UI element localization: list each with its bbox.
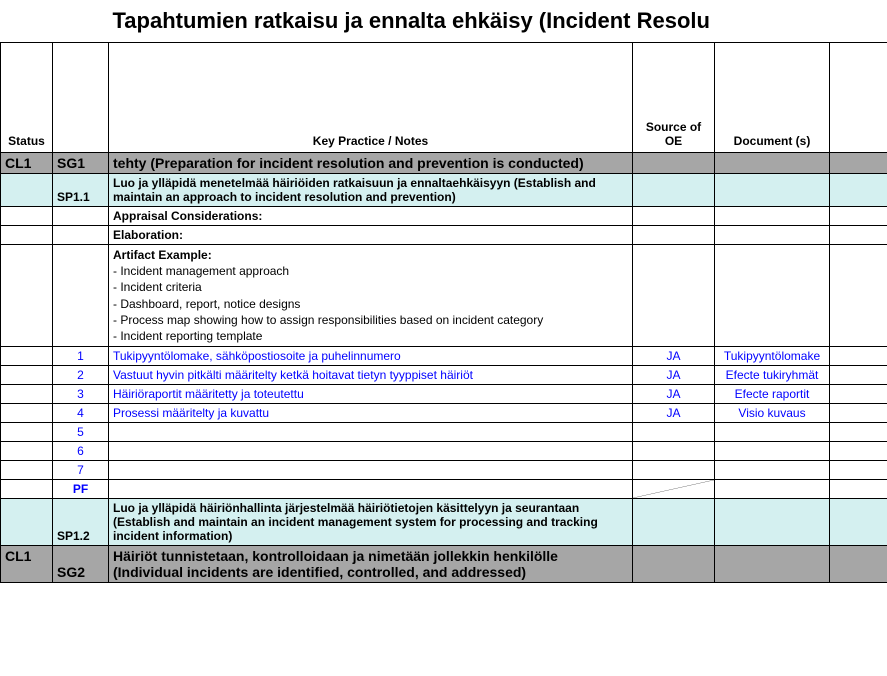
pf-label[interactable]: PF bbox=[53, 480, 109, 499]
spreadsheet-table: Tapahtumien ratkaisu ja ennalta ehkäisy … bbox=[0, 0, 887, 583]
sg1-notes[interactable]: tehty (Preparation for incident resoluti… bbox=[109, 153, 633, 174]
sg2-row[interactable]: CL1 SG2 Häiriöt tunnistetaan, kontrolloi… bbox=[1, 546, 887, 583]
sg1-row[interactable]: CL1 SG1 tehty (Preparation for incident … bbox=[1, 153, 887, 174]
sp11-goal[interactable]: SP1.1 bbox=[53, 174, 109, 207]
diagonal-icon bbox=[633, 480, 714, 498]
item-row[interactable]: 6 bbox=[1, 442, 887, 461]
sp11-notes[interactable]: Luo ja ylläpidä menetelmää häiriöiden ra… bbox=[109, 174, 633, 207]
sg1-doc[interactable] bbox=[715, 153, 830, 174]
sg1-src[interactable] bbox=[633, 153, 715, 174]
artifact-item: - Dashboard, report, notice designs bbox=[113, 297, 300, 311]
item-number[interactable]: 1 bbox=[53, 347, 109, 366]
item-src[interactable] bbox=[633, 442, 715, 461]
header-doc: Document (s) bbox=[715, 43, 830, 153]
sp11-doc[interactable] bbox=[715, 174, 830, 207]
sg1-empty[interactable] bbox=[830, 153, 887, 174]
item-note[interactable]: Vastuut hyvin pitkälti määritelty ketkä … bbox=[109, 366, 633, 385]
item-doc[interactable] bbox=[715, 461, 830, 480]
item-doc[interactable] bbox=[715, 423, 830, 442]
header-row: Status Key Practice / Notes Source of OE… bbox=[1, 43, 887, 153]
header-empty bbox=[830, 43, 887, 153]
artifact-cell[interactable]: Artifact Example: - Incident management … bbox=[109, 245, 633, 347]
item-src[interactable]: JA bbox=[633, 347, 715, 366]
sg1-status[interactable]: CL1 bbox=[1, 153, 53, 174]
item-row[interactable]: 7 bbox=[1, 461, 887, 480]
item-row[interactable]: 5 bbox=[1, 423, 887, 442]
artifact-row[interactable]: Artifact Example: - Incident management … bbox=[1, 245, 887, 347]
item-src[interactable] bbox=[633, 423, 715, 442]
title-row: Tapahtumien ratkaisu ja ennalta ehkäisy … bbox=[1, 0, 887, 43]
appraisal-cell[interactable]: Appraisal Considerations: bbox=[109, 207, 633, 226]
header-notes: Key Practice / Notes bbox=[109, 43, 633, 153]
artifact-item: - Process map showing how to assign resp… bbox=[113, 313, 543, 327]
header-status: Status bbox=[1, 43, 53, 153]
item-note[interactable] bbox=[109, 461, 633, 480]
item-doc[interactable] bbox=[715, 442, 830, 461]
item-note[interactable] bbox=[109, 423, 633, 442]
item-number[interactable]: 2 bbox=[53, 366, 109, 385]
sp11-status[interactable] bbox=[1, 174, 53, 207]
sp12-notes[interactable]: Luo ja ylläpidä häiriönhallinta järjeste… bbox=[109, 499, 633, 546]
item-number[interactable]: 5 bbox=[53, 423, 109, 442]
sp12-status[interactable] bbox=[1, 499, 53, 546]
item-src[interactable] bbox=[633, 461, 715, 480]
header-source: Source of OE bbox=[633, 43, 715, 153]
item-note[interactable]: Häiriöraportit määritetty ja toteutettu bbox=[109, 385, 633, 404]
artifact-item: - Incident management approach bbox=[113, 264, 289, 278]
sp12-goal[interactable]: SP1.2 bbox=[53, 499, 109, 546]
item-row[interactable]: 2 Vastuut hyvin pitkälti määritelty ketk… bbox=[1, 366, 887, 385]
item-src[interactable]: JA bbox=[633, 366, 715, 385]
artifact-title: Artifact Example: bbox=[113, 248, 212, 262]
sp11-row[interactable]: SP1.1 Luo ja ylläpidä menetelmää häiriöi… bbox=[1, 174, 887, 207]
item-doc[interactable]: Tukipyyntölomake bbox=[715, 347, 830, 366]
elaboration-cell[interactable]: Elaboration: bbox=[109, 226, 633, 245]
pf-diag-cell[interactable] bbox=[633, 480, 715, 499]
page-title: Tapahtumien ratkaisu ja ennalta ehkäisy … bbox=[109, 0, 887, 43]
item-src[interactable]: JA bbox=[633, 385, 715, 404]
item-number[interactable]: 6 bbox=[53, 442, 109, 461]
item-doc[interactable]: Efecte raportit bbox=[715, 385, 830, 404]
item-row[interactable]: 4 Prosessi määritelty ja kuvattu JA Visi… bbox=[1, 404, 887, 423]
sg2-goal[interactable]: SG2 bbox=[53, 546, 109, 583]
elaboration-row[interactable]: Elaboration: bbox=[1, 226, 887, 245]
appraisal-row[interactable]: Appraisal Considerations: bbox=[1, 207, 887, 226]
sp11-src[interactable] bbox=[633, 174, 715, 207]
item-row[interactable]: 3 Häiriöraportit määritetty ja toteutett… bbox=[1, 385, 887, 404]
item-doc[interactable]: Visio kuvaus bbox=[715, 404, 830, 423]
artifact-item: - Incident reporting template bbox=[113, 329, 262, 343]
item-row[interactable]: 1 Tukipyyntölomake, sähköpostiosoite ja … bbox=[1, 347, 887, 366]
item-number[interactable]: 7 bbox=[53, 461, 109, 480]
item-note[interactable] bbox=[109, 442, 633, 461]
item-src[interactable]: JA bbox=[633, 404, 715, 423]
sp11-empty[interactable] bbox=[830, 174, 887, 207]
pf-row[interactable]: PF bbox=[1, 480, 887, 499]
item-number[interactable]: 4 bbox=[53, 404, 109, 423]
item-doc[interactable]: Efecte tukiryhmät bbox=[715, 366, 830, 385]
item-note[interactable]: Tukipyyntölomake, sähköpostiosoite ja pu… bbox=[109, 347, 633, 366]
sg2-notes[interactable]: Häiriöt tunnistetaan, kontrolloidaan ja … bbox=[109, 546, 633, 583]
sp12-row[interactable]: SP1.2 Luo ja ylläpidä häiriönhallinta jä… bbox=[1, 499, 887, 546]
sg2-status[interactable]: CL1 bbox=[1, 546, 53, 583]
artifact-item: - Incident criteria bbox=[113, 280, 202, 294]
item-note[interactable]: Prosessi määritelty ja kuvattu bbox=[109, 404, 633, 423]
item-number[interactable]: 3 bbox=[53, 385, 109, 404]
sg1-goal[interactable]: SG1 bbox=[53, 153, 109, 174]
header-goal bbox=[53, 43, 109, 153]
